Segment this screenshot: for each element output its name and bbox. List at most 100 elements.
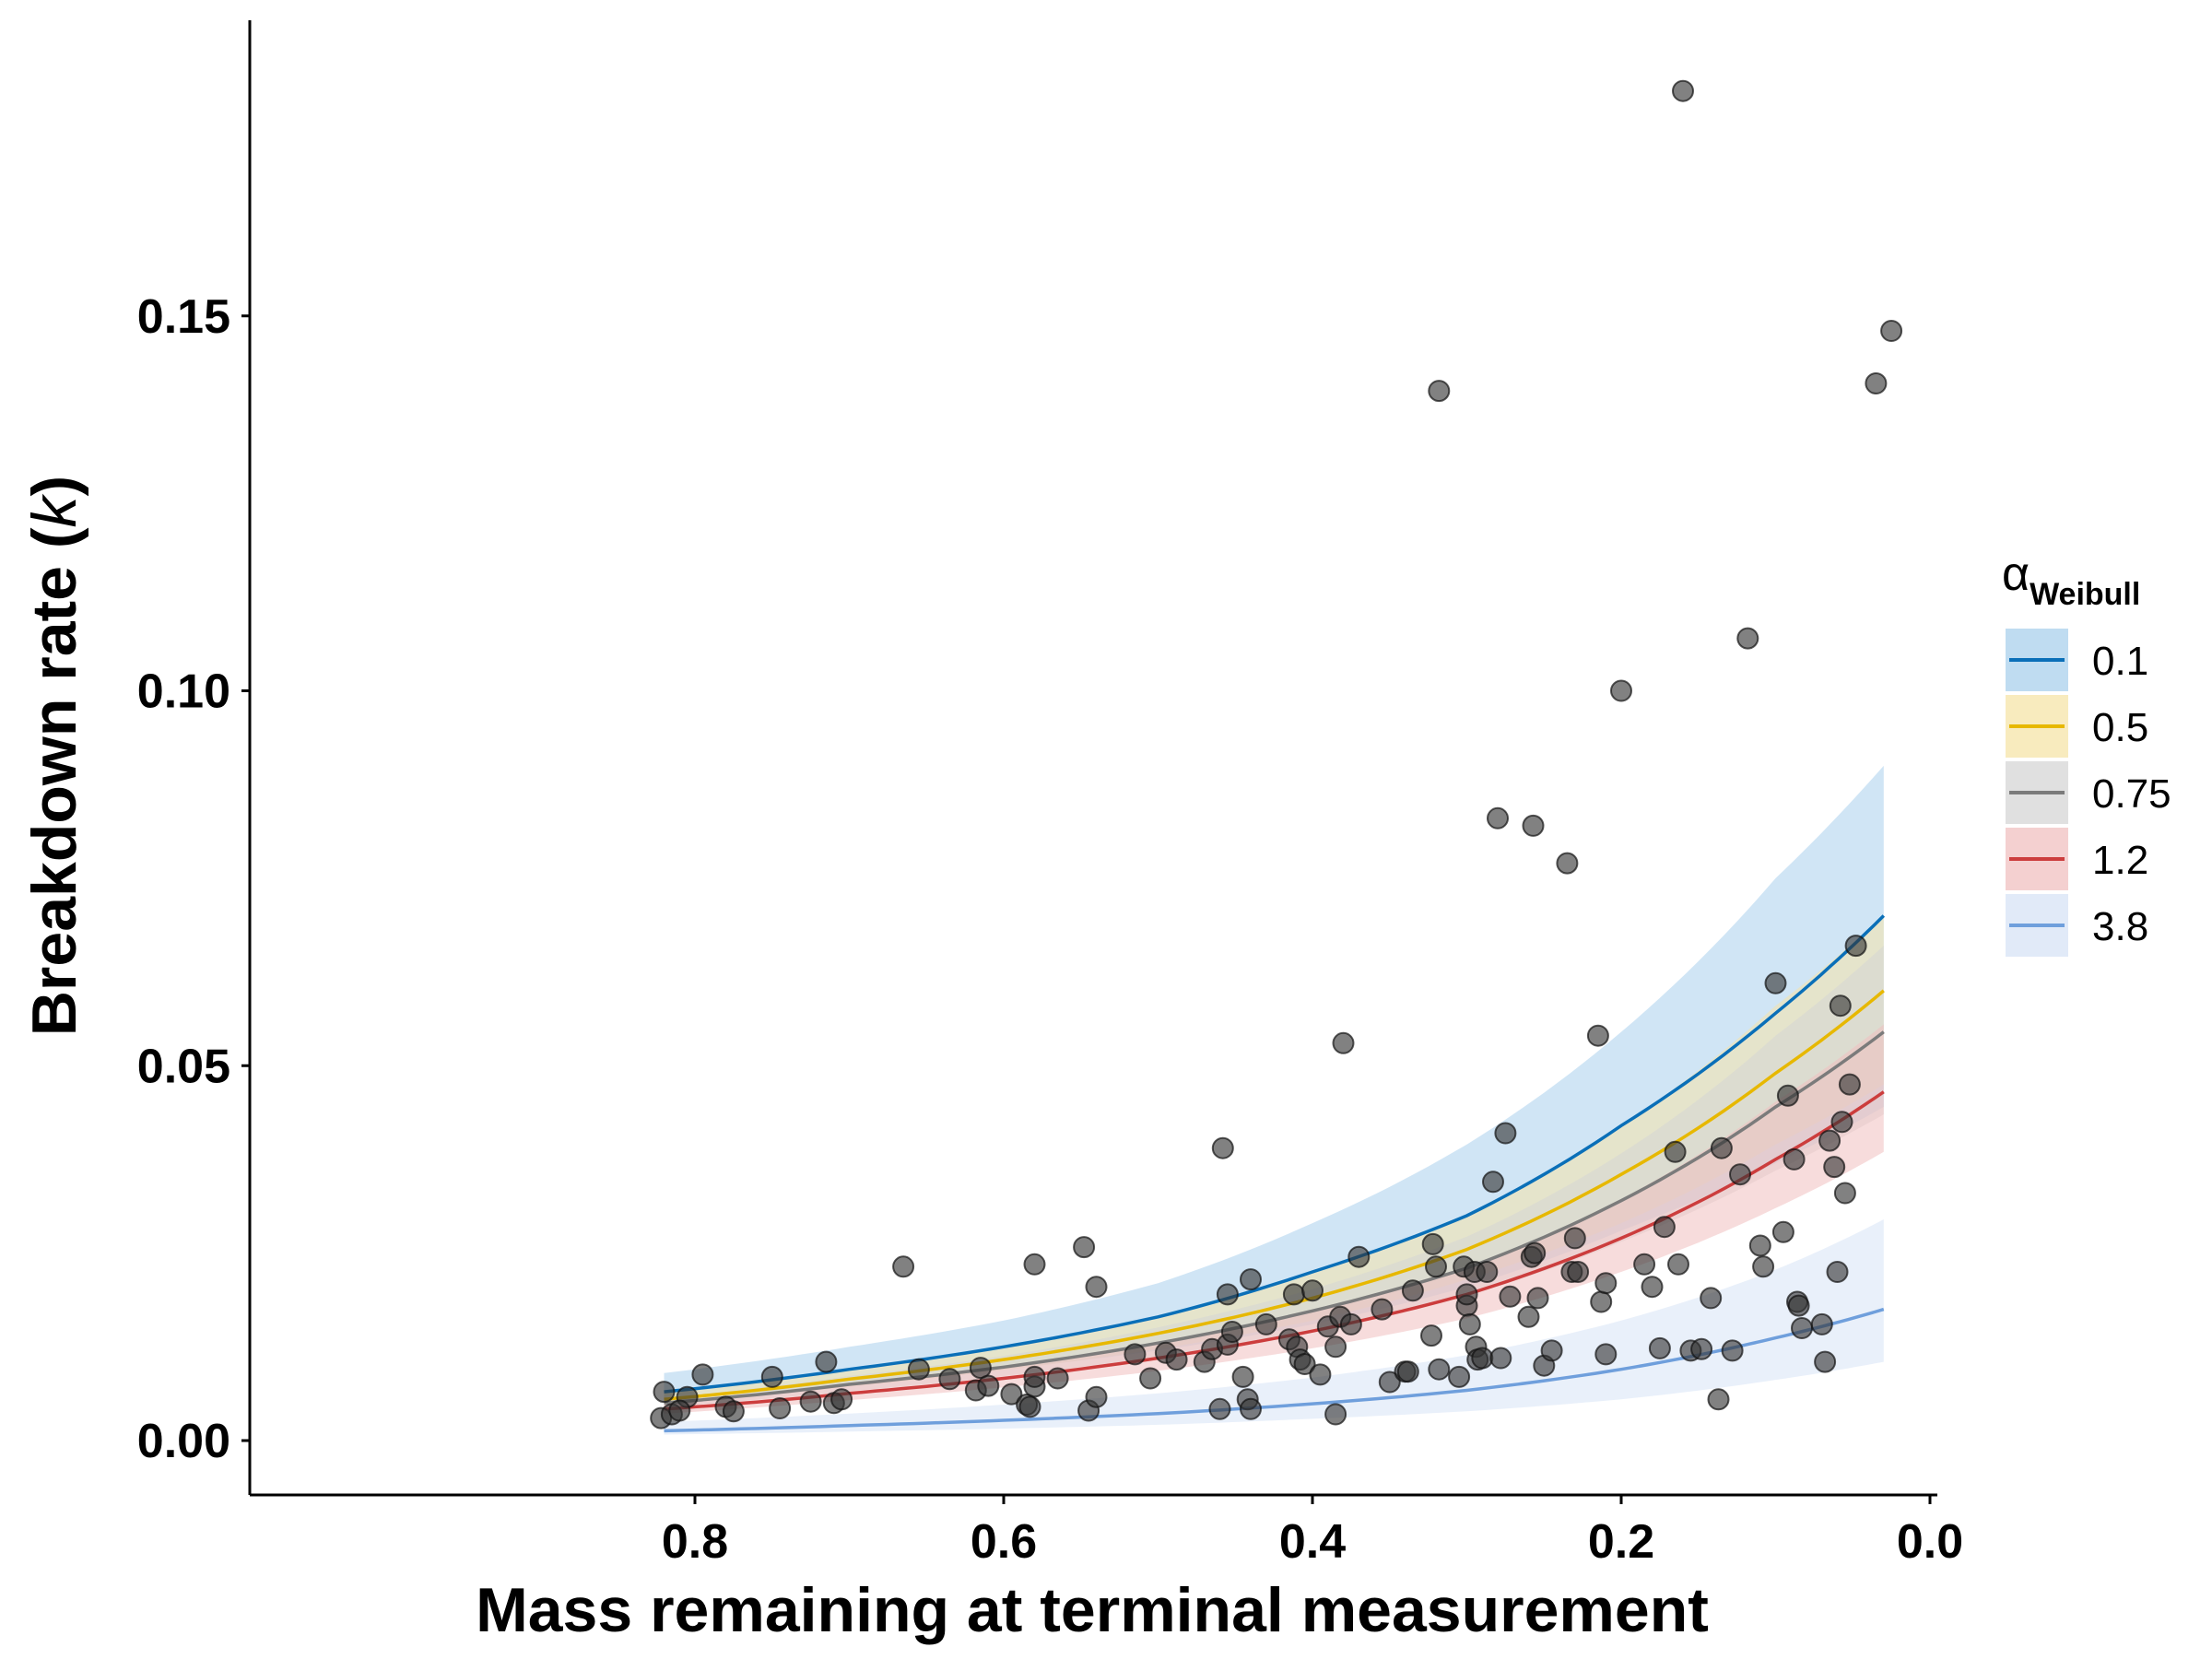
- data-point: [1282, 1283, 1305, 1306]
- x-tick-label: 0.0: [1897, 1515, 1963, 1569]
- data-point: [1293, 1353, 1316, 1375]
- data-point: [1301, 1279, 1324, 1302]
- data-point: [1023, 1253, 1046, 1276]
- y-tick-label: 0.05: [137, 1040, 230, 1093]
- data-point: [1567, 1261, 1590, 1283]
- data-point: [830, 1388, 853, 1411]
- data-point: [1428, 1358, 1451, 1381]
- data-point: [1211, 1136, 1234, 1159]
- data-point: [1371, 1298, 1394, 1321]
- data-point: [1594, 1343, 1618, 1366]
- data-point: [1309, 1363, 1332, 1386]
- y-axis-title-italic: k: [19, 493, 89, 527]
- legend-title: αWeibull: [2002, 547, 2140, 612]
- data-point: [1231, 1365, 1254, 1388]
- x-tick-label: 0.6: [971, 1515, 1037, 1569]
- data-point: [1641, 1276, 1664, 1299]
- data-point: [1586, 1024, 1609, 1047]
- data-point: [1721, 1339, 1744, 1362]
- data-point: [1524, 1241, 1547, 1265]
- data-point: [1378, 1371, 1401, 1394]
- x-tick-label: 0.2: [1588, 1515, 1654, 1569]
- data-point: [1818, 1129, 1841, 1152]
- data-point: [1494, 1122, 1517, 1145]
- x-tick-label: 0.4: [1279, 1515, 1346, 1569]
- data-point: [1023, 1365, 1046, 1388]
- data-point: [668, 1399, 691, 1422]
- data-point: [1487, 806, 1509, 830]
- data-points: [650, 79, 1903, 1430]
- curve-1.2: [664, 1090, 1885, 1411]
- data-point: [1764, 971, 1787, 994]
- data-point: [1610, 679, 1632, 702]
- data-point: [799, 1390, 822, 1413]
- legend-label-0.1: 0.1: [2092, 639, 2148, 684]
- data-point: [815, 1350, 838, 1373]
- data-point: [1690, 1337, 1713, 1360]
- data-point: [1220, 1321, 1243, 1343]
- legend-label-1.2: 1.2: [2092, 838, 2148, 883]
- data-point: [1590, 1290, 1613, 1313]
- y-tick-label: 0.15: [137, 290, 230, 344]
- data-point: [1707, 1388, 1730, 1411]
- data-point: [1124, 1343, 1147, 1366]
- data-point: [1085, 1276, 1108, 1299]
- confidence-bands: [664, 765, 1884, 1435]
- y-axis-title-end: ): [19, 476, 89, 497]
- data-point: [1428, 380, 1451, 403]
- data-point: [1667, 1253, 1689, 1276]
- data-point: [1522, 814, 1545, 837]
- data-point: [722, 1400, 745, 1423]
- data-point: [1517, 1305, 1540, 1328]
- data-point: [1838, 1073, 1861, 1096]
- data-point: [1810, 1312, 1833, 1335]
- data-point: [1425, 1255, 1447, 1278]
- data-point: [1476, 1261, 1499, 1283]
- data-point: [1471, 1347, 1494, 1370]
- data-point: [1448, 1365, 1471, 1388]
- data-point: [1339, 1312, 1362, 1335]
- data-point: [1499, 1285, 1522, 1308]
- data-point: [1710, 1136, 1733, 1159]
- data-point: [1216, 1283, 1239, 1306]
- data-point: [1046, 1367, 1069, 1390]
- y-tick-label: 0.10: [137, 665, 230, 719]
- data-point: [1844, 935, 1867, 958]
- data-point: [1826, 1261, 1849, 1283]
- data-point: [1833, 1182, 1856, 1205]
- data-point: [907, 1358, 930, 1381]
- y-axis-title-main: Breakdown rate (: [19, 527, 89, 1036]
- x-axis-title: Mass remaining at terminal measurement: [476, 1575, 1709, 1645]
- data-point: [1748, 1234, 1771, 1257]
- legend-label-0.5: 0.5: [2092, 705, 2148, 750]
- data-point: [1085, 1385, 1108, 1408]
- data-point: [1420, 1324, 1442, 1347]
- data-point: [1401, 1279, 1424, 1302]
- data-point: [1347, 1245, 1371, 1268]
- y-axis-title: Breakdown rate (k): [19, 476, 89, 1036]
- data-point: [1324, 1403, 1347, 1426]
- data-point: [769, 1397, 792, 1419]
- data-point: [1455, 1283, 1478, 1306]
- band-1.2: [664, 1024, 1884, 1414]
- data-point: [1482, 1171, 1504, 1194]
- data-point: [1489, 1347, 1512, 1370]
- data-point: [691, 1363, 714, 1386]
- data-point: [1783, 1147, 1806, 1171]
- legend: αWeibull 0.1 0.5 0.75 1.2 3.8: [2002, 547, 2171, 957]
- data-point: [1165, 1348, 1188, 1371]
- data-point: [1664, 1140, 1687, 1163]
- data-point: [1396, 1360, 1419, 1383]
- y-tick-label: 0.00: [137, 1415, 230, 1468]
- band-3.8: [664, 1219, 1884, 1435]
- data-point: [1752, 1255, 1775, 1278]
- data-point: [1653, 1216, 1676, 1239]
- data-point: [1000, 1382, 1023, 1406]
- data-point: [1139, 1367, 1162, 1390]
- data-point: [1791, 1317, 1813, 1339]
- curve-0.1: [664, 914, 1886, 1394]
- data-point: [653, 1381, 676, 1404]
- data-point: [1729, 1163, 1751, 1186]
- data-point: [1672, 79, 1694, 102]
